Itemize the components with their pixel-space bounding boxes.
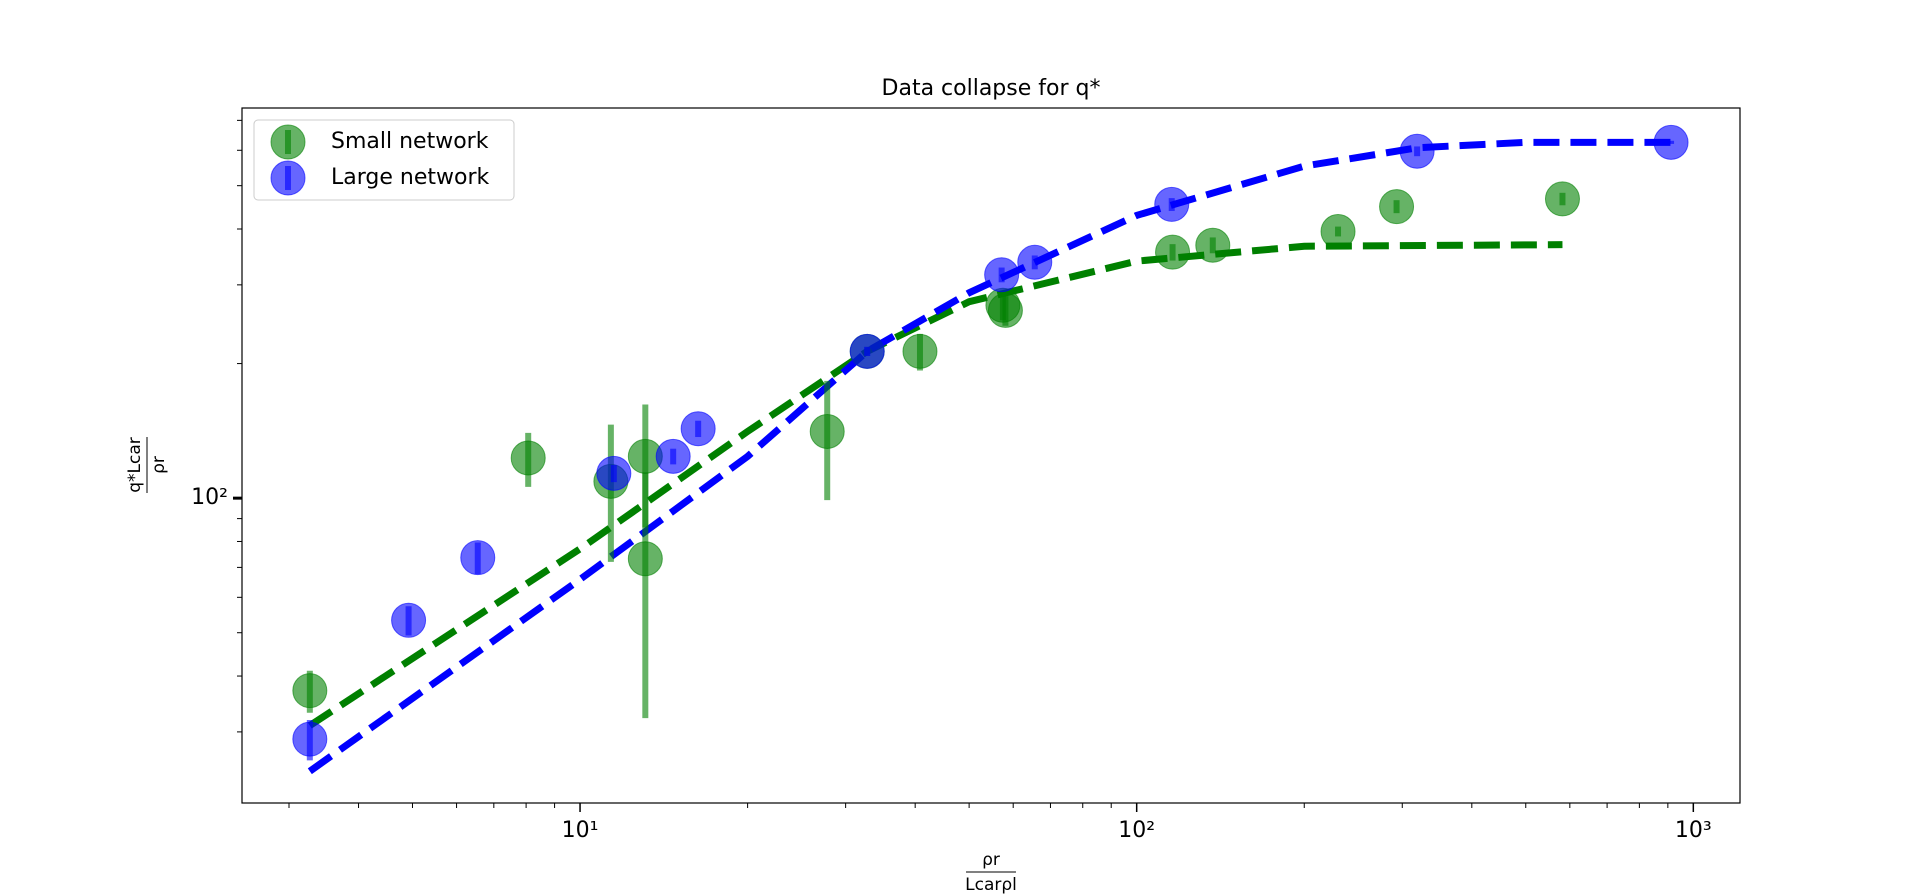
data-point [902, 333, 938, 369]
data-point [596, 455, 632, 491]
y-tick-label: 10² [191, 485, 228, 510]
data-point [1320, 213, 1356, 249]
legend-label: Large network [331, 165, 489, 190]
data-point [1379, 189, 1415, 225]
data-point [292, 721, 328, 757]
y-label-denominator: ρr [149, 456, 169, 474]
data-point [984, 257, 1020, 293]
data-point [1017, 244, 1053, 280]
data-point [292, 673, 328, 709]
data-point [1195, 227, 1231, 263]
x-label-denominator: Lcarρl [965, 875, 1017, 895]
data-point [391, 602, 427, 638]
data-point [809, 413, 845, 449]
y-label: q*Lcar ρr [125, 437, 169, 493]
data-point [510, 440, 546, 476]
fit-line [307, 138, 1672, 775]
x-tick-label: 10³ [1675, 818, 1712, 843]
x-tick-label: 10² [1118, 818, 1155, 843]
fit-line [307, 241, 1563, 729]
legend-label: Small network [331, 129, 489, 154]
legend-box [253, 119, 515, 201]
y-label-numerator: q*Lcar [125, 437, 145, 493]
data-point [985, 287, 1021, 323]
legend-marker [270, 124, 306, 160]
x-tick-label: 10¹ [562, 818, 599, 843]
data-point [1399, 133, 1435, 169]
data-point [849, 333, 885, 369]
legend-marker [270, 160, 306, 196]
data-point [1154, 186, 1190, 222]
data-point [655, 438, 691, 474]
data-point [627, 541, 663, 577]
plot-frame [241, 107, 1741, 804]
data-point [1544, 181, 1580, 217]
data-point [1155, 234, 1191, 270]
data-point [680, 411, 716, 447]
data-point [1653, 124, 1689, 160]
data-point [460, 540, 496, 576]
x-label-numerator: ρr [982, 850, 1000, 870]
chart-title: Data collapse for q* [882, 76, 1101, 101]
